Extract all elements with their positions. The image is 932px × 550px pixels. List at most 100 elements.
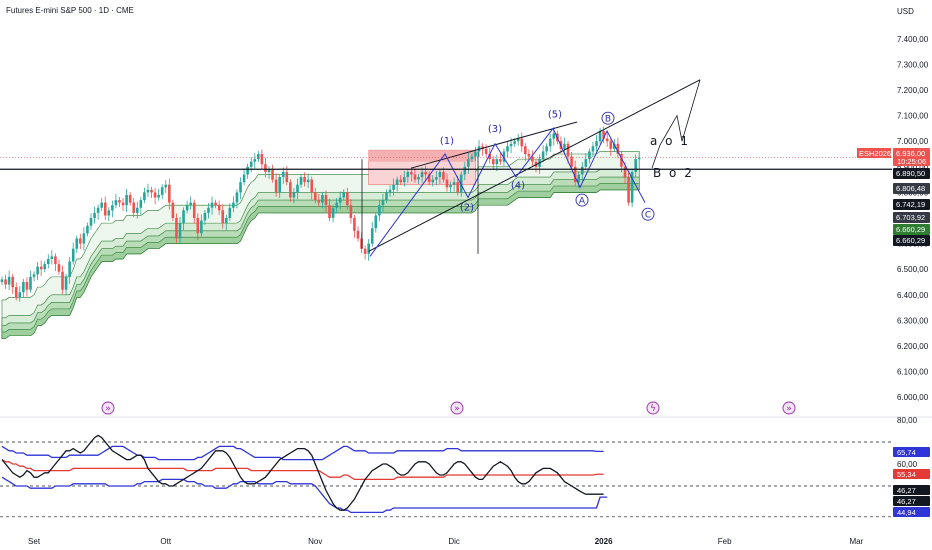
candle-body: [552, 133, 556, 139]
candle-body: [427, 174, 431, 183]
candle-body: [367, 243, 370, 254]
candle-body: [71, 248, 75, 262]
wave-label: (4): [511, 181, 525, 192]
annotation-a-o-1: a o 1: [650, 134, 690, 148]
candle-body: [360, 238, 363, 249]
price-tick-label: 6.400,00: [897, 291, 929, 300]
candle-body: [435, 177, 438, 180]
candle-body: [50, 256, 54, 259]
oscillator-series-line: [1, 445, 604, 461]
candle-body: [310, 179, 314, 193]
price-tick-label: 7.000,00: [897, 137, 929, 146]
currency-label: USD: [897, 7, 914, 16]
price-tag: [893, 199, 930, 210]
candle-body: [232, 202, 235, 208]
price-tag-value: 6.936,00: [896, 149, 925, 158]
candle-body: [584, 159, 588, 167]
candle-body: [623, 166, 627, 178]
month-label: 2026: [595, 537, 613, 546]
price-tag: [893, 148, 930, 166]
month-label: Ott: [160, 537, 171, 546]
oscillator-series-line: [1, 476, 608, 514]
candle-body: [189, 202, 192, 206]
candle-body: [463, 166, 467, 175]
wave-label: (5): [548, 109, 562, 120]
candle-body: [541, 151, 545, 160]
candle-body: [488, 154, 492, 160]
horizontal-level-line: [0, 157, 892, 170]
candle-body: [22, 282, 25, 293]
event-icon: [450, 401, 464, 415]
candle-body: [331, 207, 335, 218]
candle-body: [392, 184, 395, 190]
candle-body: [146, 189, 150, 193]
price-tick-label: 6.000,00: [897, 393, 929, 402]
candle-body: [613, 143, 616, 149]
event-icon-glyph: »: [786, 404, 792, 414]
price-tag-value: 6.806,48: [896, 184, 925, 193]
candle-body: [93, 212, 96, 218]
price-tick-label: 7.400,00: [897, 35, 929, 44]
symbol-tag-label: ESH2026: [859, 149, 891, 158]
candle-body: [128, 194, 132, 203]
month-label: Nov: [308, 537, 322, 546]
candle-body: [57, 264, 61, 272]
candle-body: [139, 200, 143, 208]
candle-body: [75, 238, 79, 249]
candle-body: [459, 174, 463, 193]
candle-body: [499, 159, 502, 162]
candle-body: [431, 179, 435, 183]
oscillator-value-tag: [893, 447, 930, 457]
candle-body: [178, 223, 182, 239]
candle-body: [502, 151, 506, 162]
candle-body: [157, 194, 160, 198]
price-tag-value: 6.742,19: [896, 200, 925, 209]
candle-body: [634, 159, 637, 172]
candle-body: [96, 207, 100, 213]
candle-body: [285, 171, 289, 183]
price-tick-label: 6.900,00: [897, 163, 929, 172]
candle-body: [39, 266, 43, 270]
price-tag-value: 6.890,50: [896, 169, 925, 178]
candle-body: [224, 218, 228, 224]
candle-body: [370, 228, 374, 244]
candle-body: [217, 205, 221, 211]
event-markers: » » ϟ »: [101, 401, 796, 415]
candle-body: [11, 276, 14, 288]
candle-body: [267, 169, 271, 172]
candle-body: [456, 182, 459, 193]
candle-body: [68, 261, 71, 277]
price-tick-label: 6.200,00: [897, 342, 929, 351]
candle-body: [135, 207, 139, 213]
wave-label: (3): [488, 124, 502, 135]
candle-body: [249, 161, 253, 167]
candle-body: [107, 210, 111, 216]
projection-path: [651, 79, 701, 169]
candle-body: [406, 171, 410, 178]
event-icon-glyph: »: [454, 404, 460, 414]
candle-body: [566, 143, 570, 157]
oscillator-tick-label: 80,00: [897, 416, 918, 425]
candle-body: [413, 174, 417, 180]
support-band-layer: [1, 176, 640, 339]
wave-label: (2): [460, 202, 474, 213]
candle-body: [484, 148, 488, 154]
candle-body: [175, 218, 178, 239]
price-tick-label: 6.500,00: [897, 265, 929, 274]
oscillator-series-line: [1, 459, 604, 481]
candle-body: [577, 174, 581, 183]
wedge-lower-line: [368, 79, 701, 252]
candle-body: [296, 184, 299, 193]
candle-body: [257, 154, 260, 160]
support-band-layer: [1, 183, 640, 339]
candle-body: [253, 159, 257, 162]
oscillator-tags: 65,74 55,34 46,27 46,27 44,94: [893, 447, 930, 517]
oscillator-value-label: 55,34: [897, 470, 916, 479]
candle-body: [616, 143, 620, 154]
candle-body: [79, 238, 82, 244]
candle-body: [153, 192, 157, 198]
candle-body: [0, 279, 4, 282]
oscillator-value-label: 65,74: [897, 448, 916, 457]
candle-body: [449, 184, 452, 188]
